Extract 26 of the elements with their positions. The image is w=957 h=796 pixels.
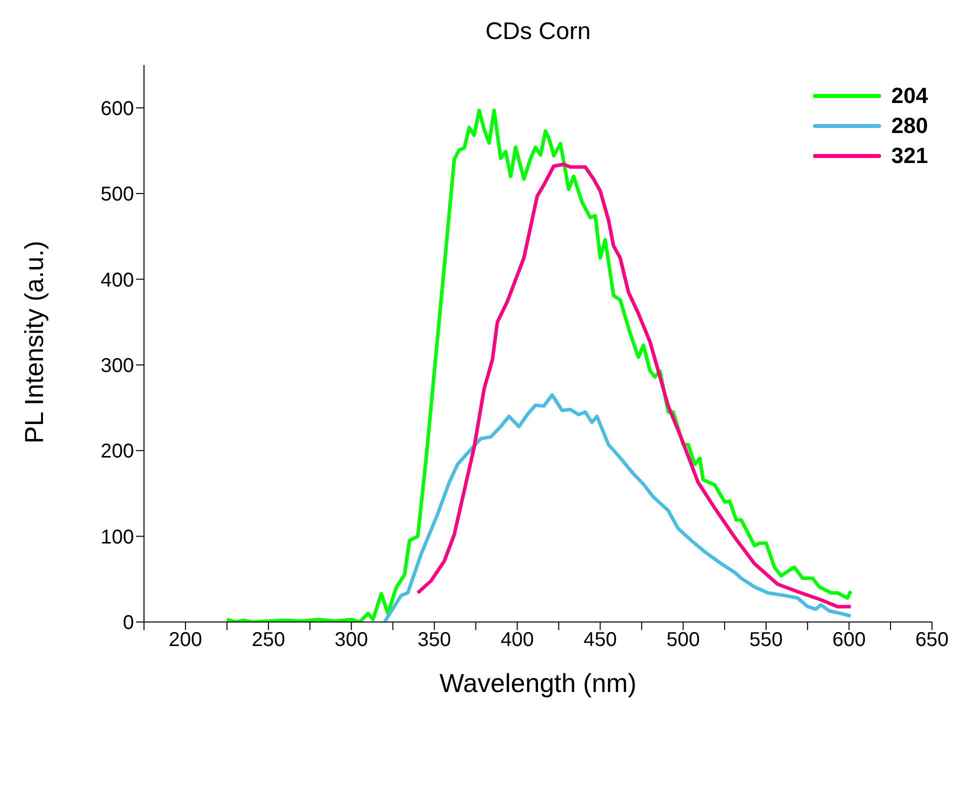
x-tick-label: 600	[832, 629, 866, 652]
x-axis-title: Wavelength (nm)	[440, 668, 636, 698]
x-tick-label: 350	[418, 629, 452, 652]
line-series	[416, 162, 852, 608]
y-tick-label: 100	[100, 526, 134, 548]
chart-title: CDs Corn	[484, 18, 592, 46]
x-tick-label: 400	[500, 629, 534, 652]
y-axis-title: PL Intensity (a.u.)	[19, 240, 50, 444]
line-series	[225, 108, 852, 622]
x-tick-label: 300	[334, 629, 368, 652]
y-tick-label: 400	[100, 269, 134, 292]
legend-label: 321	[891, 143, 928, 169]
x-tick-label: 250	[252, 629, 286, 652]
x-tick-label: 200	[168, 629, 202, 652]
legend-label: 280	[891, 113, 928, 139]
y-tick-label: 0	[122, 612, 134, 634]
x-tick-label: 550	[749, 629, 783, 652]
x-tick-label: 450	[584, 629, 617, 652]
y-tick-label: 600	[100, 98, 134, 120]
y-tick-label: 500	[100, 184, 134, 206]
y-tick-label: 300	[100, 355, 134, 378]
x-tick-label: 500	[666, 629, 700, 652]
y-tick-label: 200	[100, 440, 134, 463]
x-tick-label: 650	[915, 629, 949, 652]
line-series	[382, 393, 852, 622]
legend-label: 204	[891, 83, 928, 109]
